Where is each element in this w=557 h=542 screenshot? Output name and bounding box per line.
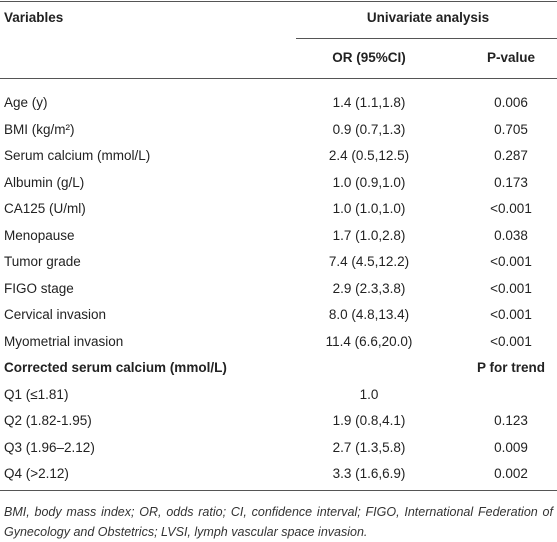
or-cell: 1.0 (0.9,1.0) (332, 174, 406, 190)
or-cell: 11.4 (6.6,20.0) (325, 333, 413, 349)
or-cell: 1.4 (1.1,1.8) (332, 95, 406, 110)
or-cell: 1.0 (359, 386, 379, 402)
or-cell: 1.7 (1.0,2.8) (332, 227, 406, 243)
or-cell: 7.4 (4.5,12.2) (328, 254, 410, 269)
p-cell: <0.001 (490, 333, 532, 349)
or-cell: 2.4 (0.5,12.5) (328, 148, 410, 163)
row-label: Age (y) (4, 95, 48, 110)
header-group: Univariate analysis (366, 10, 490, 25)
row-label: Menopause (4, 227, 75, 243)
p-cell: <0.001 (490, 201, 532, 216)
row-label: Tumor grade (4, 254, 81, 269)
p-cell: 0.123 (494, 413, 528, 428)
header-or: OR (95%CI) (332, 50, 406, 65)
row-label: BMI (kg/m²) (4, 121, 75, 137)
row-label: Q2 (1.82-1.95) (4, 413, 92, 428)
or-cell: 2.7 (1.3,5.8) (332, 439, 406, 455)
p-cell: 0.002 (494, 466, 528, 481)
p-cell: <0.001 (490, 280, 532, 296)
section-p: P for trend (476, 360, 545, 375)
p-cell: 0.009 (494, 439, 528, 455)
rule (0, 490, 557, 491)
or-cell: 2.9 (2.3,3.8) (332, 280, 406, 296)
p-cell: 0.705 (494, 121, 528, 137)
p-cell: 0.006 (494, 95, 528, 110)
row-label: Q4 (>2.12) (4, 466, 69, 481)
or-cell: 3.3 (1.6,6.9) (332, 466, 406, 481)
header-variables: Variables (4, 10, 64, 25)
or-cell: 1.9 (0.8,4.1) (332, 413, 406, 428)
rule (296, 38, 557, 39)
p-cell: 0.038 (494, 227, 528, 243)
row-label: Cervical invasion (4, 307, 107, 322)
section-label: Corrected serum calcium (mmol/L) (4, 360, 227, 375)
or-cell: 0.9 (0.7,1.3) (332, 121, 406, 137)
or-cell: 1.0 (1.0,1.0) (332, 201, 406, 216)
p-cell: <0.001 (490, 254, 532, 269)
footnote: BMI, body mass index; OR, odds ratio; CI… (4, 505, 553, 539)
row-label: CA125 (U/ml) (4, 201, 86, 216)
row-label: Q3 (1.96–2.12) (4, 439, 95, 455)
rule (0, 1, 557, 2)
or-cell: 8.0 (4.8,13.4) (328, 307, 410, 322)
row-label: Myometrial invasion (4, 333, 124, 349)
header-p: P-value (486, 50, 536, 65)
p-cell: 0.287 (494, 148, 528, 163)
row-label: Serum calcium (mmol/L) (4, 148, 151, 163)
row-label: Q1 (≤1.81) (4, 386, 69, 402)
p-cell: <0.001 (490, 307, 532, 322)
row-label: Albumin (g/L) (4, 174, 85, 190)
rule (0, 78, 557, 79)
row-label: FIGO stage (4, 280, 74, 296)
p-cell: 0.173 (494, 174, 528, 190)
